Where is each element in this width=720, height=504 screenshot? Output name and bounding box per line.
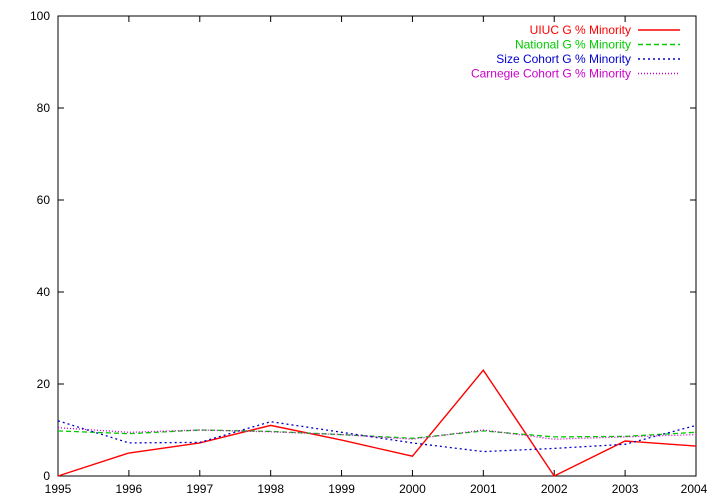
x-tick-label: 2003 [612,482,639,496]
y-tick-label: 20 [37,377,51,391]
x-tick-label: 2001 [470,482,497,496]
legend-label: Carnegie Cohort G % Minority [471,67,631,81]
y-tick-label: 60 [37,193,51,207]
series-line-1 [57,429,697,439]
legend-label: National G % Minority [515,38,631,52]
legend-label: Size Cohort G % Minority [496,52,631,66]
x-tick-label: 1998 [257,482,284,496]
x-tick-label: 2002 [541,482,568,496]
y-tick-label: 100 [30,9,50,23]
x-tick-label: 1999 [328,482,355,496]
legend-label: UIUC G % Minority [530,23,631,37]
plot-frame [57,15,697,477]
x-tick-label: 2000 [399,482,426,496]
x-tick-label: 2004 [681,482,708,496]
x-tick-label: 1997 [186,482,213,496]
x-tick-label: 1995 [45,482,72,496]
y-tick-label: 40 [37,285,51,299]
axis-ticks: 0 20 40 60 80 100 1995 1996 1997 1998 1999 2000 2001… [30,9,708,496]
series-line-0 [57,369,697,477]
y-tick-label: 0 [43,469,50,483]
y-tick-label: 80 [37,101,51,115]
series-lines [57,369,697,477]
x-tick-label: 1996 [116,482,143,496]
series-line-2 [57,420,697,453]
